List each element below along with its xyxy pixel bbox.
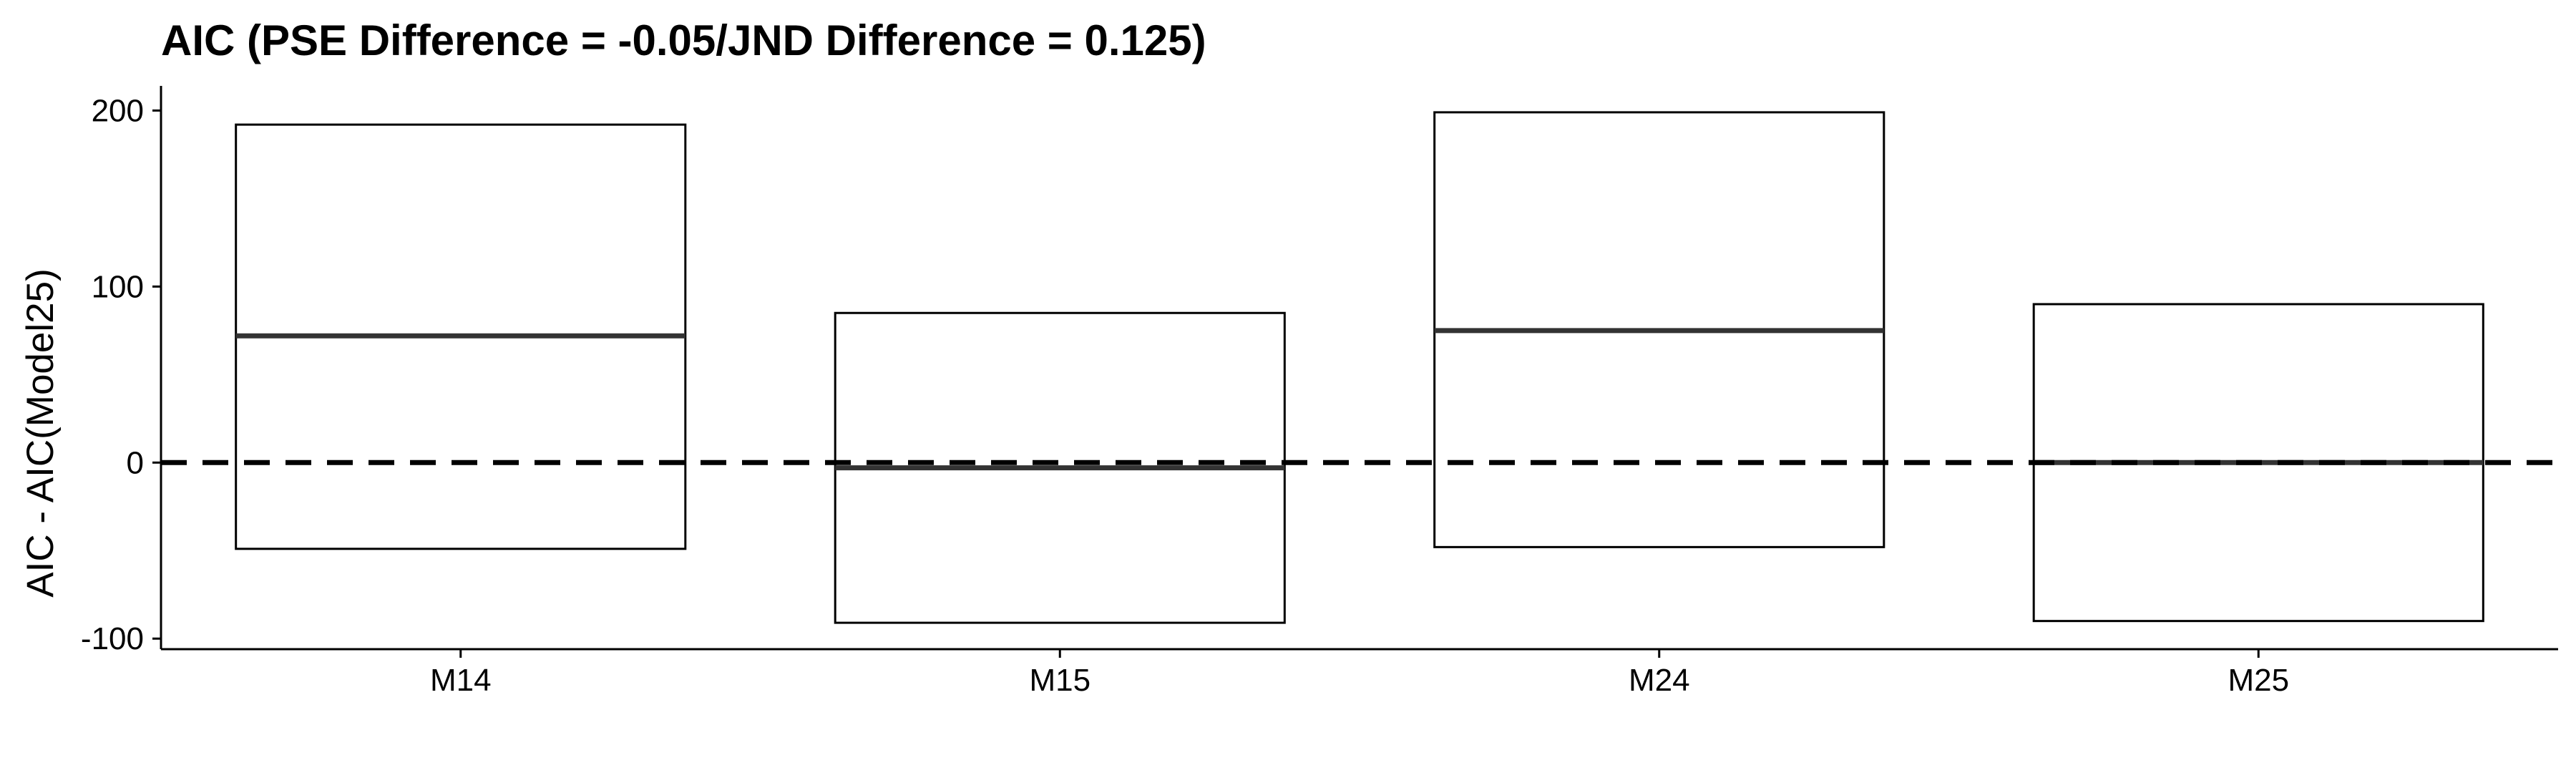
y-tick-label: -100: [81, 621, 144, 656]
x-tick-label: M14: [430, 663, 492, 698]
chart-title: AIC (PSE Difference = -0.05/JND Differen…: [161, 16, 1206, 64]
axes-layer: -100 0 100 200 M14 M15 M24 M25: [81, 86, 2558, 698]
y-axis-label: AIC - AIC(Model25): [19, 268, 62, 597]
y-tick-label: 200: [92, 93, 144, 128]
y-tick-label: 100: [92, 269, 144, 304]
x-tick-label: M15: [1029, 663, 1091, 698]
x-tick-label: M24: [1629, 663, 1690, 698]
x-tick-label: M25: [2228, 663, 2289, 698]
y-tick-label: 0: [127, 445, 144, 480]
boxes-layer: [235, 111, 2484, 624]
